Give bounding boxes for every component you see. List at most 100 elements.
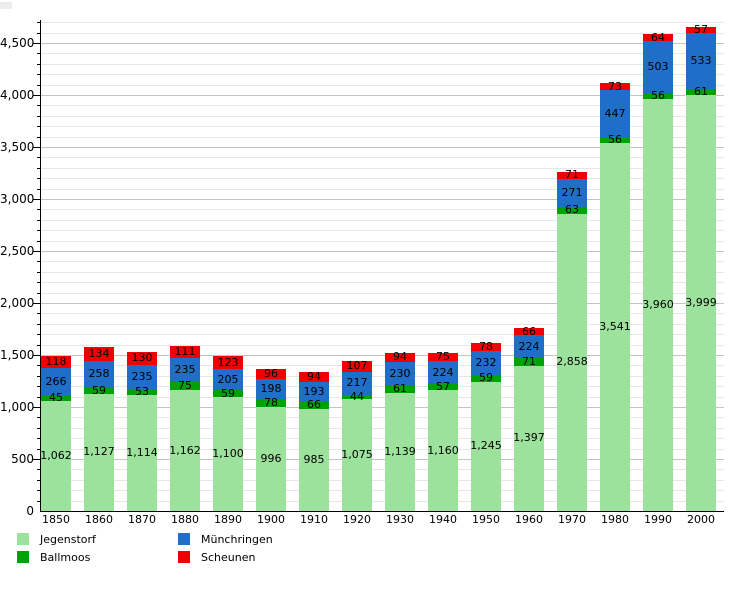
bar-segment-ballmoos [471, 375, 501, 382]
bar-value-label: 96 [264, 366, 278, 380]
x-tick-label: 1850 [42, 513, 70, 526]
x-tick-label: 1930 [386, 513, 414, 526]
bar-value-label: 271 [561, 186, 583, 200]
gridline-minor [41, 209, 724, 211]
bar-value-label: 78 [264, 396, 278, 410]
gridline-major [41, 355, 724, 356]
y-minor-tick [37, 126, 40, 128]
bar-value-label: 111 [174, 345, 196, 359]
gridline-minor [41, 22, 724, 24]
gridline-minor [41, 126, 724, 128]
y-minor-tick [37, 292, 40, 294]
bar-value-label: 235 [174, 363, 196, 377]
y-minor-tick [37, 417, 40, 419]
y-minor-tick [37, 490, 40, 492]
bar-segment-ballmoos [342, 394, 372, 400]
y-tick-label: 500 [11, 452, 34, 466]
y-minor-tick [37, 469, 40, 471]
y-major-tick [33, 251, 40, 252]
y-minor-tick [37, 230, 40, 232]
bar-segment-scheunen [514, 328, 544, 336]
x-tick-label: 1900 [257, 513, 285, 526]
bar-segment-scheunen [213, 356, 243, 370]
bar-value-label: 1,062 [40, 448, 72, 462]
y-tick-label: 3,500 [0, 140, 35, 154]
y-minor-tick [37, 438, 40, 440]
gridline-minor [41, 115, 724, 117]
y-minor-tick [37, 84, 40, 86]
y-minor-tick [37, 32, 40, 34]
gridline-minor [41, 32, 724, 34]
bar-segment-münchringen [471, 351, 501, 376]
bar-segment-münchringen [170, 357, 200, 383]
bar-value-label: 217 [346, 376, 368, 390]
y-minor-tick [37, 313, 40, 315]
bar-segment-münchringen [600, 90, 630, 137]
y-minor-tick [37, 178, 40, 180]
bar-segment-jegenstorf [557, 213, 587, 511]
bar-segment-scheunen [256, 368, 286, 379]
x-tick-label: 1950 [472, 513, 500, 526]
bar-value-label: 59 [221, 386, 235, 400]
gridline-minor [41, 344, 724, 346]
gridline-minor [41, 282, 724, 284]
bar-segment-münchringen [299, 381, 329, 402]
y-minor-tick [37, 344, 40, 346]
bar-segment-jegenstorf [213, 396, 243, 511]
gridline-minor [41, 313, 724, 315]
gridline-minor [41, 438, 724, 440]
x-tick-label: 1920 [343, 513, 371, 526]
bar-segment-ballmoos [41, 395, 71, 401]
gridline-minor [41, 490, 724, 492]
gridline-minor [41, 157, 724, 159]
bar-segment-jegenstorf [256, 407, 286, 511]
bar-value-label: 118 [45, 355, 67, 369]
bar-segment-jegenstorf [471, 381, 501, 511]
bar-value-label: 1,127 [83, 445, 115, 459]
bar-segment-münchringen [428, 361, 458, 385]
bar-segment-münchringen [385, 362, 415, 387]
x-tick-label: 1940 [429, 513, 457, 526]
bar-segment-ballmoos [256, 399, 286, 408]
bar-value-label: 57 [694, 23, 708, 37]
x-tick-label: 1910 [300, 513, 328, 526]
gridline-minor [41, 365, 724, 367]
bar-value-label: 94 [393, 350, 407, 364]
y-minor-tick [37, 375, 40, 377]
gridline-minor [41, 167, 724, 169]
bar-segment-münchringen [514, 335, 544, 359]
y-minor-tick [37, 365, 40, 367]
y-minor-tick [37, 219, 40, 221]
x-tick-label: 1890 [214, 513, 242, 526]
bar-value-label: 71 [565, 168, 579, 182]
x-tick-label: 1880 [171, 513, 199, 526]
gridline-major [41, 199, 724, 200]
gridline-minor [41, 230, 724, 232]
bar-value-label: 78 [479, 340, 493, 354]
gridline-major [41, 95, 724, 96]
y-major-tick [33, 147, 40, 148]
y-minor-tick [37, 282, 40, 284]
bar-value-label: 1,397 [513, 431, 545, 445]
gridline-minor [41, 417, 724, 419]
bar-segment-scheunen [428, 353, 458, 362]
bar-segment-jegenstorf [84, 393, 114, 511]
bar-segment-münchringen [41, 368, 71, 396]
y-minor-tick [37, 240, 40, 242]
bar-value-label: 56 [651, 89, 665, 103]
bar-value-label: 985 [303, 452, 325, 466]
y-tick-label: 4,000 [0, 88, 35, 102]
gridline-minor [41, 323, 724, 325]
gridline-minor [41, 178, 724, 180]
bar-value-label: 107 [346, 359, 368, 373]
y-major-tick [33, 199, 40, 200]
bar-segment-jegenstorf [41, 400, 71, 511]
gridline-major [41, 407, 724, 408]
screen-artifact [0, 2, 12, 9]
y-major-tick [33, 303, 40, 304]
bar-segment-ballmoos [643, 93, 673, 100]
bar-segment-ballmoos [514, 358, 544, 366]
legend-swatch-ballmoos [17, 551, 29, 563]
y-minor-tick [37, 479, 40, 481]
gridline-minor [41, 448, 724, 450]
